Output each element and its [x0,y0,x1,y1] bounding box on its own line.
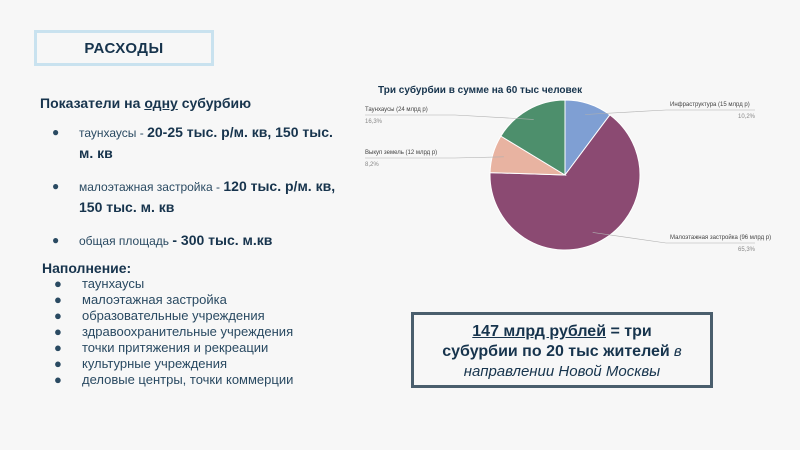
metric-value: - 300 тыс. м.кв [172,232,273,248]
slice-percent: 8,2% [365,162,379,168]
list-item: ● образовательные учреждения [54,308,293,324]
list-item-label: образовательные учреждения [82,308,265,323]
summary-direction-prefix: в [669,343,682,360]
bullet-icon: ● [54,340,62,355]
summary-amount: 147 млрд рублей [472,323,607,340]
bullet-icon: ● [54,372,62,387]
list-item-label: культурные учреждения [82,356,228,371]
leader-line [365,114,534,120]
page-title: РАСХОДЫ [84,39,164,57]
filling-list: ● таунхаусы ● малоэтажная застройка ● образ… [54,276,293,388]
leader-line [365,156,504,159]
metrics-heading: Показатели на одну субурбию [40,95,251,111]
metric-label: малоэтажная застройка - [79,180,224,194]
slice-percent: 65,3% [738,247,756,253]
list-item: ● таунхаусы [54,276,293,292]
bullet-icon: ● [54,356,62,371]
metric-label: общая площадь [79,234,173,248]
metrics-heading-underlined: одну [144,95,178,111]
bullet-icon: ● [54,308,62,323]
metric-value: 20-25 тыс. р/м. кв, 150 тыс. м. кв [79,124,333,161]
summary-suburbs: субурбии по 20 тыс жителей [442,343,670,360]
bullet-icon: ● [54,276,62,291]
list-item-label: таунхаусы [82,276,145,291]
list-item: ● деловые центры, точки коммерции [54,372,293,388]
title-box: РАСХОДЫ [34,30,214,66]
list-item-label: малоэтажная застройка [82,292,227,307]
bullet-icon: ● [52,125,60,139]
leader-line [585,109,755,115]
summary-line-1: 147 млрд рублей = три [414,322,710,342]
metric-item: ● общая площадь - 300 тыс. м.кв [52,230,342,251]
slice-label: Выкуп земель (12 млрд р) [365,150,437,156]
summary-box: 147 млрд рублей = три субурбии по 20 тыс… [411,312,713,388]
bullet-icon: ● [54,324,62,339]
filling-heading: Наполнение: [42,260,132,276]
metrics-list: ● таунхаусы - 20-25 тыс. р/м. кв, 150 тыс… [52,122,342,263]
list-item: ● здравоохранительные учреждения [54,324,293,340]
pie-slice [489,114,641,251]
metric-value: 120 тыс. р/м. кв, 150 тыс. м. кв [79,178,336,215]
list-item-label: здравоохранительные учреждения [82,324,294,339]
metric-label: таунхаусы - [79,126,148,140]
bullet-icon: ● [52,179,60,193]
slice-label: Таунхаусы (24 млрд р) [365,107,428,113]
list-item: ● культурные учреждения [54,356,293,372]
slice-label: Малоэтажная застройка (96 млрд р) [670,234,771,241]
leader-line [592,232,755,244]
metric-item: ● таунхаусы - 20-25 тыс. р/м. кв, 150 тыс… [52,122,342,164]
slice-percent: 10,2% [738,114,756,120]
summary-equals: = три [606,323,652,340]
slice-label: Инфраструктура (15 млрд р) [670,102,750,108]
list-item-label: деловые центры, точки коммерции [82,372,294,387]
summary-line-3: направлении Новой Москвы [463,363,661,380]
metrics-heading-prefix: Показатели на [40,95,145,111]
list-item-label: точки притяжения и рекреации [82,340,269,355]
bullet-icon: ● [52,233,60,247]
slice-percent: 16,3% [365,119,383,125]
metric-item: ● малоэтажная застройка - 120 тыс. р/м. к… [52,176,342,218]
list-item: ● малоэтажная застройка [54,292,293,308]
pie-chart: Три субурбии в сумме на 60 тыс человек Ин… [365,84,771,253]
chart-title: Три субурбии в сумме на 60 тыс человек [378,84,583,96]
summary-line-2: субурбии по 20 тыс жителей в [414,342,710,362]
bullet-icon: ● [54,292,62,307]
list-item: ● точки притяжения и рекреации [54,340,293,356]
metrics-heading-suffix: субурбию [177,95,252,111]
